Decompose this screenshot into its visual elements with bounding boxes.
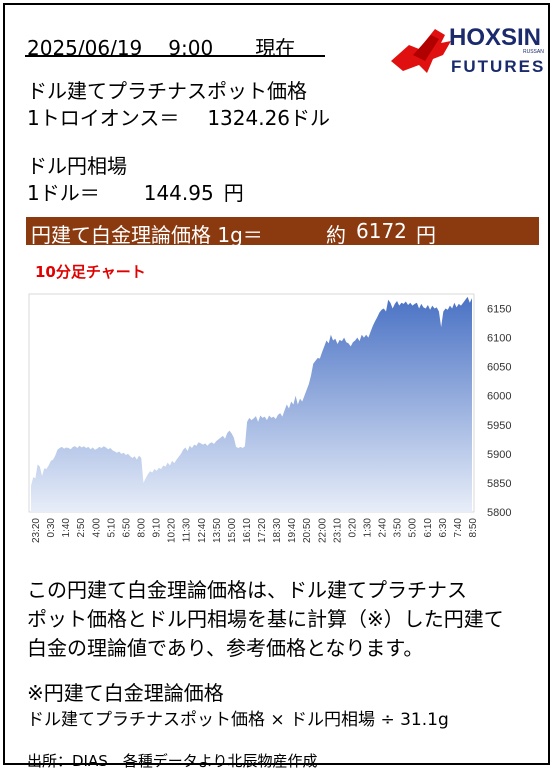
company-logo: HOXSIN RUSSAN FUTURES xyxy=(383,15,553,81)
fx-label: ドル円相場 xyxy=(27,154,127,178)
x-tick-label: 6:10 xyxy=(423,518,434,538)
platinum-unit: 1トロイオンス＝ xyxy=(27,106,180,130)
logo-graphic: HOXSIN RUSSAN FUTURES xyxy=(391,24,545,76)
explanation-line-1: この円建て白金理論価格は、ドル建てプラチナス xyxy=(27,578,467,602)
logo-small-text: RUSSAN xyxy=(523,49,544,55)
note-formula: ドル建てプラチナスポット価格 × ドル円相場 ÷ 31.1g xyxy=(27,710,449,730)
card-frame: 2025/06/19 9:00 現在 HOXSIN RUSSAN FUTURES ド… xyxy=(3,3,553,770)
logo-sub-text: FUTURES xyxy=(451,57,545,76)
x-tick-label: 6:30 xyxy=(438,518,449,538)
explanation-text: この円建て白金理論価格は、ドル建てプラチナス ポット価格とドル円相場を基に計算（… xyxy=(27,576,504,663)
x-tick-label: 10:20 xyxy=(167,518,178,543)
x-tick-label: 23:20 xyxy=(31,518,42,543)
chart-title: 10分足チャート xyxy=(35,263,146,281)
fx-unit: 1ドル＝ xyxy=(27,181,100,205)
x-tick-label: 5:10 xyxy=(106,518,117,538)
fx-value: 144.95 xyxy=(143,181,214,205)
y-tick-label: 6000 xyxy=(487,391,511,403)
x-tick-label: 11:30 xyxy=(182,518,193,543)
x-tick-label: 18:30 xyxy=(272,518,283,543)
explanation-line-3: 白金の理論値であり、参考価格となります。 xyxy=(27,636,424,660)
note-title: ※円建て白金理論価格 xyxy=(27,681,224,705)
x-tick-label: 1:40 xyxy=(61,518,72,538)
x-tick-label: 5:00 xyxy=(408,518,419,538)
fx-rate-line: 1ドル＝ 144.95 円 xyxy=(27,177,244,206)
chart-svg: 5800 5850 5900 5950 6000 6050 6100 6150 23:20 0:… xyxy=(28,293,511,543)
x-tick-label: 22:00 xyxy=(317,518,328,543)
x-tick-label: 3:50 xyxy=(393,518,404,538)
x-tick-label: 0:30 xyxy=(46,518,57,538)
x-tick-label: 1:30 xyxy=(363,518,374,538)
theory-price-banner: 円建て白金理論価格 1g＝ 約 6172 円 xyxy=(26,217,539,247)
x-tick-label: 2:50 xyxy=(76,518,87,538)
y-tick-label: 5900 xyxy=(487,449,511,461)
y-tick-label: 6150 xyxy=(487,304,511,316)
theory-price-currency: 円 xyxy=(416,223,436,247)
y-tick-label: 6100 xyxy=(487,333,511,345)
explanation-line-2: ポット価格とドル円相場を基に計算（※）した円建て xyxy=(27,607,504,631)
x-tick-label: 13:50 xyxy=(212,518,223,543)
y-tick-label: 6050 xyxy=(487,362,511,374)
platinum-currency: ドル xyxy=(290,106,331,130)
price-area-series xyxy=(31,296,472,512)
header-underline xyxy=(25,55,325,57)
x-tick-label: 0:20 xyxy=(347,518,358,538)
x-tick-label: 8:50 xyxy=(468,518,479,538)
x-tick-label: 20:50 xyxy=(302,518,313,543)
x-tick-label: 9:10 xyxy=(152,518,163,538)
source-credit: 出所：DIAS 各種データより北辰物産作成 xyxy=(27,752,318,770)
x-tick-label: 16:10 xyxy=(242,518,253,543)
x-tick-label: 2:40 xyxy=(378,518,389,538)
x-tick-label: 8:00 xyxy=(137,518,148,538)
x-tick-label: 6:50 xyxy=(121,518,132,538)
y-tick-label: 5950 xyxy=(487,420,511,432)
y-tick-label: 5800 xyxy=(487,507,511,519)
x-tick-label: 4:00 xyxy=(91,518,102,538)
theory-price-approx: 約 xyxy=(326,223,346,247)
x-tick-label: 23:10 xyxy=(332,518,343,543)
y-tick-label: 5850 xyxy=(487,478,511,490)
theory-price-label: 円建て白金理論価格 1g＝ xyxy=(31,223,263,247)
x-tick-label: 12:40 xyxy=(197,518,208,543)
platinum-value: 1324.26 xyxy=(207,106,291,130)
x-tick-label: 15:00 xyxy=(227,518,238,543)
x-tick-label: 17:20 xyxy=(257,518,268,543)
x-tick-label: 7:40 xyxy=(453,518,464,538)
logo-main-text: HOXSIN xyxy=(449,24,541,51)
fx-currency: 円 xyxy=(223,181,244,205)
platinum-price-line: 1トロイオンス＝ 1324.26ドル xyxy=(27,102,330,131)
platinum-label: ドル建てプラチナスポット価格 xyxy=(27,79,307,103)
theory-price-value: 6172 xyxy=(356,219,407,243)
price-chart: 5800 5850 5900 5950 6000 6050 6100 6150 23:20 0:… xyxy=(25,287,519,550)
x-tick-label: 19:40 xyxy=(287,518,298,543)
